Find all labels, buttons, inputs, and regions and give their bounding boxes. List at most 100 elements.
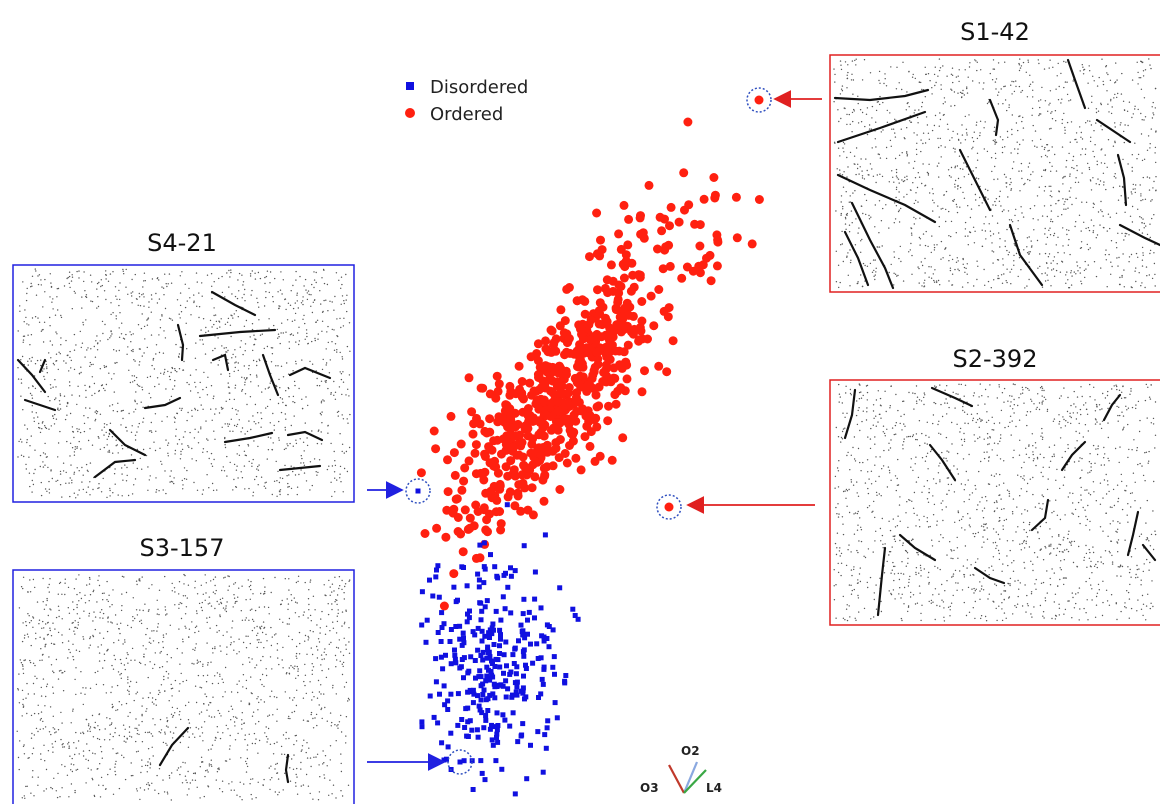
point-ordered [658,264,668,274]
point-ordered [577,295,587,305]
point-ordered [620,321,629,331]
point-disordered [498,617,504,623]
point-ordered [571,453,581,463]
point-ordered [595,451,605,461]
point-disordered [526,609,532,615]
point-ordered [619,200,629,210]
point-disordered [489,672,495,678]
point-disordered [448,730,454,736]
point-disordered [520,611,526,617]
point-disordered [478,683,484,689]
point-ordered [506,423,516,433]
point-ordered [629,282,639,292]
triad-label-o3: O3 [640,781,659,795]
scatter-points [415,95,764,797]
point-disordered [479,770,485,776]
point-disordered [484,598,490,604]
point-disordered [507,671,513,677]
point-ordered [709,173,719,182]
inset-s1-42: S1-42 [829,18,1160,293]
point-disordered [513,689,519,695]
point-disordered [508,573,514,579]
point-ordered [517,470,527,480]
point-ordered [747,239,757,249]
point-ordered [636,326,646,336]
point-ordered [536,450,546,460]
point-ordered [560,449,570,458]
point-ordered [657,226,667,236]
inset-s3-157: S3-157 [12,534,355,804]
point-ordered [680,205,689,215]
highlight-markers [405,87,772,775]
point-ordered [489,461,499,471]
point-disordered [520,721,526,727]
point-ordered [469,419,479,429]
point-ordered [606,377,616,387]
point-ordered [554,378,564,388]
point-ordered [450,470,460,480]
inset-title-s4-21: S4-21 [147,229,217,257]
point-disordered [435,563,441,569]
triad-label-l4: L4 [706,781,722,795]
point-ordered [665,221,674,231]
legend-label-disordered: Disordered [430,77,528,98]
point-disordered [494,710,500,716]
point-ordered [554,368,564,378]
point-disordered [457,636,463,642]
point-disordered [493,758,499,764]
point-disordered [439,740,445,746]
point-disordered [550,664,556,670]
point-disordered [494,731,500,737]
point-ordered [547,326,557,336]
point-disordered [521,653,527,659]
point-ordered [480,426,490,436]
point-disordered [507,723,513,729]
point-ordered [518,478,528,488]
point-ordered [595,298,605,308]
point-ordered [592,208,602,218]
point-ordered [453,527,463,536]
point-disordered [484,673,490,679]
point-ordered [530,415,540,425]
point-disordered [504,502,510,508]
point-disordered [557,585,563,591]
point-disordered [457,623,463,629]
point-disordered [494,727,500,733]
point-ordered [485,414,495,424]
point-ordered [492,435,502,445]
point-ordered [592,402,602,412]
point-ordered [494,412,504,422]
point-ordered [456,439,466,449]
point-ordered [540,470,550,480]
point-disordered [480,649,486,655]
triad-axis-l4 [683,769,707,794]
point-ordered [470,448,480,458]
point-disordered [530,660,536,666]
point-disordered [478,674,484,680]
point-ordered [508,442,518,452]
inset-dots [16,573,351,801]
point-ordered [618,433,628,443]
point-ordered [516,506,526,516]
point-disordered [487,726,493,732]
point-disordered [572,613,578,618]
point-disordered [508,565,513,571]
point-ordered [588,370,598,380]
point-ordered [513,491,523,501]
point-disordered [538,691,544,697]
legend-label-ordered: Ordered [430,104,503,125]
point-ordered [664,502,674,512]
point-disordered [453,660,459,666]
legend-marker-ordered [405,108,415,118]
point-ordered [515,384,525,394]
point-ordered [603,416,613,426]
point-ordered [615,360,625,370]
point-disordered [478,758,484,764]
point-disordered [462,725,468,730]
point-disordered [510,710,516,716]
point-disordered [551,654,557,660]
inset-s4-21: S4-21 [12,229,355,503]
point-ordered [695,220,705,230]
point-ordered [600,283,610,293]
point-disordered [479,638,485,644]
